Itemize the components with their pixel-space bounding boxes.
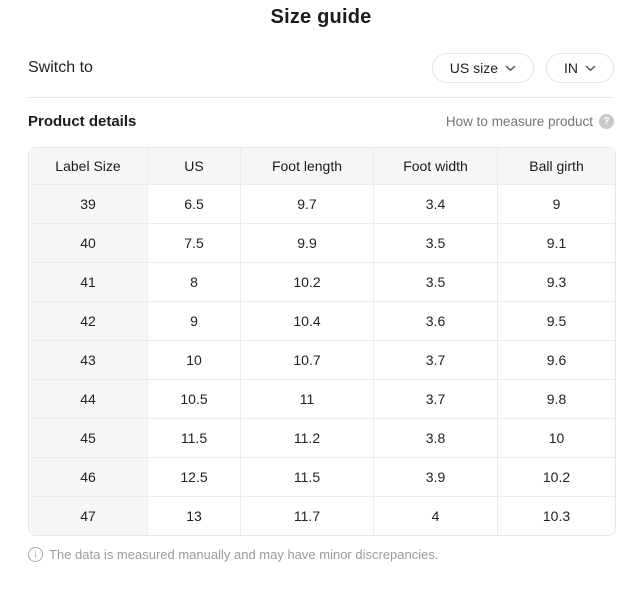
table-cell: 9.3 (498, 263, 615, 302)
table-cell: 3.8 (374, 419, 498, 458)
size-system-dropdown[interactable]: US size (431, 53, 534, 83)
table-cell: 10.3 (498, 497, 615, 535)
disclaimer: i The data is measured manually and may … (28, 547, 614, 562)
table-cell: 9 (498, 185, 615, 224)
table-cell: 44 (29, 380, 148, 419)
table-cell: 10.2 (498, 458, 615, 497)
table-row: 42 9 10.4 3.6 9.5 (29, 302, 615, 341)
table-cell: 10.4 (241, 302, 374, 341)
header-row: Label Size US Foot length Foot width Ball gi… (29, 148, 615, 185)
unit-selectors: US size IN (431, 53, 614, 83)
product-details-heading: Product details (28, 113, 137, 130)
how-to-measure-link[interactable]: How to measure product ? (446, 114, 614, 129)
table-cell: 3.6 (374, 302, 498, 341)
switch-row: Switch to US size IN (28, 53, 614, 83)
table-row: 39 6.5 9.7 3.4 9 (29, 185, 615, 224)
table-cell: 3.7 (374, 341, 498, 380)
table-cell: 3.7 (374, 380, 498, 419)
switch-to-label: Switch to (28, 59, 93, 76)
header-cell: Foot width (374, 148, 498, 185)
table-cell: 6.5 (148, 185, 241, 224)
details-header-row: Product details How to measure product ? (28, 113, 614, 130)
section-divider (28, 97, 614, 98)
table-row: 47 13 11.7 4 10.3 (29, 497, 615, 535)
header-cell: Label Size (29, 148, 148, 185)
info-icon: i (28, 547, 43, 562)
table-row: 45 11.5 11.2 3.8 10 (29, 419, 615, 458)
table-row: 40 7.5 9.9 3.5 9.1 (29, 224, 615, 263)
table-cell: 9.7 (241, 185, 374, 224)
table-cell: 39 (29, 185, 148, 224)
chevron-down-icon (505, 65, 516, 71)
size-table: Label Size US Foot length Foot width Ball gi… (28, 147, 616, 536)
table-cell: 10.2 (241, 263, 374, 302)
table-cell: 13 (148, 497, 241, 535)
header-cell: US (148, 148, 241, 185)
table-cell: 11.7 (241, 497, 374, 535)
table-cell: 3.5 (374, 263, 498, 302)
table-row: 41 8 10.2 3.5 9.3 (29, 263, 615, 302)
table-cell: 11.5 (148, 419, 241, 458)
table-cell: 10.5 (148, 380, 241, 419)
table-cell: 8 (148, 263, 241, 302)
table-cell: 9 (148, 302, 241, 341)
table-cell: 9.5 (498, 302, 615, 341)
unit-dropdown[interactable]: IN (546, 53, 614, 83)
table-cell: 42 (29, 302, 148, 341)
chevron-down-icon (585, 65, 596, 71)
header-cell: Ball girth (498, 148, 615, 185)
table-cell: 10.7 (241, 341, 374, 380)
size-table-body: 39 6.5 9.7 3.4 9 40 7.5 9.9 3.5 9.1 41 8 10.2 3.5 9.3 4… (29, 185, 615, 535)
table-cell: 7.5 (148, 224, 241, 263)
table-cell: 43 (29, 341, 148, 380)
table-cell: 46 (29, 458, 148, 497)
table-cell: 12.5 (148, 458, 241, 497)
page-title: Size guide (270, 6, 372, 28)
unit-value: IN (564, 60, 578, 76)
disclaimer-text: The data is measured manually and may ha… (49, 547, 439, 562)
table-cell: 3.4 (374, 185, 498, 224)
table-cell: 10 (148, 341, 241, 380)
table-cell: 9.9 (241, 224, 374, 263)
table-cell: 40 (29, 224, 148, 263)
question-mark-icon[interactable]: ? (599, 114, 614, 129)
table-cell: 9.6 (498, 341, 615, 380)
table-cell: 9.1 (498, 224, 615, 263)
table-cell: 3.5 (374, 224, 498, 263)
how-to-measure-label: How to measure product (445, 114, 593, 129)
table-row: 44 10.5 11 3.7 9.8 (29, 380, 615, 419)
table-cell: 4 (374, 497, 498, 535)
table-cell: 11.5 (241, 458, 374, 497)
table-row: 46 12.5 11.5 3.9 10.2 (29, 458, 615, 497)
size-guide-panel: Size guide Switch to US size IN Product … (0, 5, 642, 606)
size-table-header: Label Size US Foot length Foot width Ball gi… (29, 148, 615, 185)
table-cell: 10 (498, 419, 615, 458)
table-cell: 3.9 (374, 458, 498, 497)
table-cell: 41 (29, 263, 148, 302)
table-cell: 45 (29, 419, 148, 458)
table-cell: 11.2 (241, 419, 374, 458)
table-cell: 9.8 (498, 380, 615, 419)
table-row: 43 10 10.7 3.7 9.6 (29, 341, 615, 380)
table-cell: 47 (29, 497, 148, 535)
table-cell: 11 (241, 380, 374, 419)
header-cell: Foot length (241, 148, 374, 185)
size-system-value: US size (449, 60, 498, 76)
